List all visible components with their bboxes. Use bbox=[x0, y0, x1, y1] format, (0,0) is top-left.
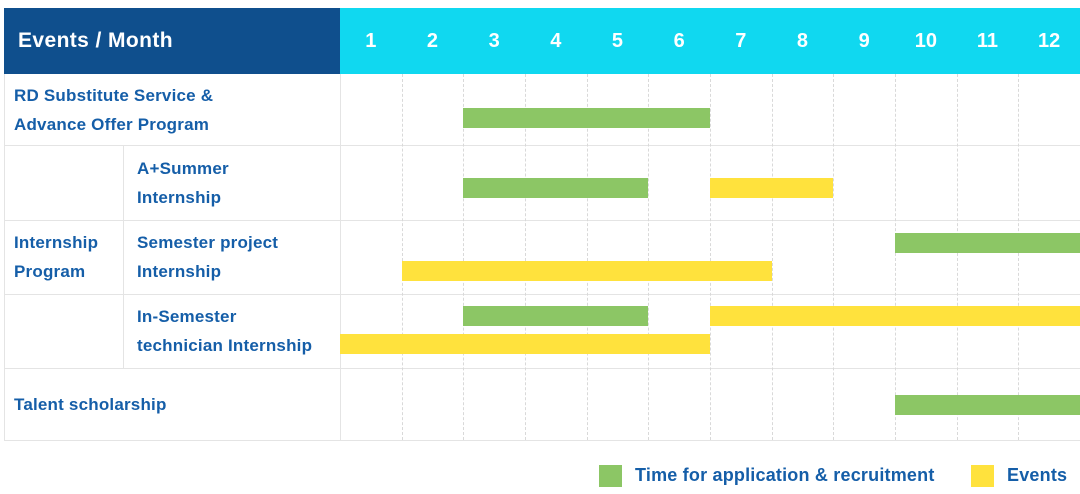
row-label-1: RD Substitute Service & Advance Offer Pro… bbox=[14, 74, 213, 145]
application-bar bbox=[463, 178, 649, 198]
page-title: Events / Month bbox=[18, 29, 173, 52]
application-bar bbox=[895, 395, 1080, 415]
row-label-5-text: Talent scholarship bbox=[14, 394, 167, 414]
row-label-4-text: technician Internship bbox=[137, 336, 313, 355]
row-separator-line bbox=[4, 294, 1080, 295]
row-label-2-text: A+Summer bbox=[137, 158, 229, 178]
month-grid-line bbox=[525, 74, 526, 440]
month-header-9: 9 bbox=[858, 29, 870, 52]
application-bar bbox=[463, 306, 649, 326]
month-header-7: 7 bbox=[735, 29, 747, 52]
month-grid-line bbox=[956, 74, 958, 440]
month-grid-line bbox=[833, 74, 835, 440]
header-events-month-cell: Events / Month bbox=[4, 8, 340, 74]
group-label-internship-program: Internship Program bbox=[14, 145, 98, 368]
event-bar bbox=[710, 178, 834, 198]
row-label-1-text: RD Substitute Service & bbox=[14, 85, 214, 105]
month-header-6: 6 bbox=[673, 29, 685, 52]
application-bar bbox=[463, 108, 710, 128]
month-header-8: 8 bbox=[796, 29, 809, 52]
month-header-5: 5 bbox=[611, 29, 624, 52]
month-header-11: 11 bbox=[976, 29, 999, 52]
month-header-12: 12 bbox=[1038, 29, 1061, 52]
row-separator-line bbox=[4, 368, 1080, 369]
month-header-3: 3 bbox=[488, 29, 500, 52]
event-bar bbox=[710, 306, 1080, 326]
legend-label-event: Events bbox=[1007, 465, 1068, 485]
month-grid-line bbox=[895, 74, 896, 440]
month-header-strip bbox=[340, 8, 1080, 74]
row-label-2: A+Summer Internship bbox=[137, 145, 229, 220]
legend-label-application: Time for application & recruitment bbox=[635, 465, 935, 485]
month-header-4: 4 bbox=[550, 29, 562, 52]
label-grid-divider bbox=[340, 74, 341, 440]
row-label-3-text: Semester project bbox=[137, 233, 279, 252]
group-label-internship-program-text: Internship bbox=[14, 232, 99, 252]
month-grid-line bbox=[463, 74, 465, 440]
month-header-1: 1 bbox=[365, 29, 377, 52]
month-grid-line bbox=[710, 74, 711, 440]
row-label-5: Talent scholarship bbox=[14, 368, 167, 440]
row-label-3: Semester project Internship bbox=[137, 220, 278, 294]
table-left-border bbox=[4, 74, 5, 440]
month-header-10: 10 bbox=[914, 29, 937, 52]
event-bar bbox=[340, 334, 710, 354]
row-label-4: In-Semester technician Internship bbox=[137, 294, 312, 368]
month-grid-line bbox=[401, 74, 403, 440]
row-separator-line bbox=[4, 220, 1080, 221]
row-label-2-text: Internship bbox=[137, 187, 222, 207]
row-separator-line bbox=[4, 440, 1080, 441]
row-separator-line bbox=[4, 145, 1080, 146]
event-bar bbox=[401, 261, 772, 281]
row-label-3-text: Internship bbox=[137, 262, 222, 281]
application-bar bbox=[895, 233, 1080, 253]
group-sublabel-divider bbox=[123, 145, 124, 368]
month-grid-line bbox=[648, 74, 650, 440]
month-header-2: 2 bbox=[426, 29, 439, 52]
legend-application-swatch bbox=[599, 465, 622, 487]
month-grid-line bbox=[771, 74, 773, 440]
group-label-internship-program-text: Program bbox=[14, 261, 86, 281]
legend-event-swatch bbox=[971, 465, 994, 487]
row-label-4-text: In-Semester bbox=[137, 307, 237, 326]
month-grid-line bbox=[1018, 74, 1020, 440]
month-grid-line bbox=[586, 74, 588, 440]
row-label-1-text: Advance Offer Program bbox=[14, 114, 210, 134]
